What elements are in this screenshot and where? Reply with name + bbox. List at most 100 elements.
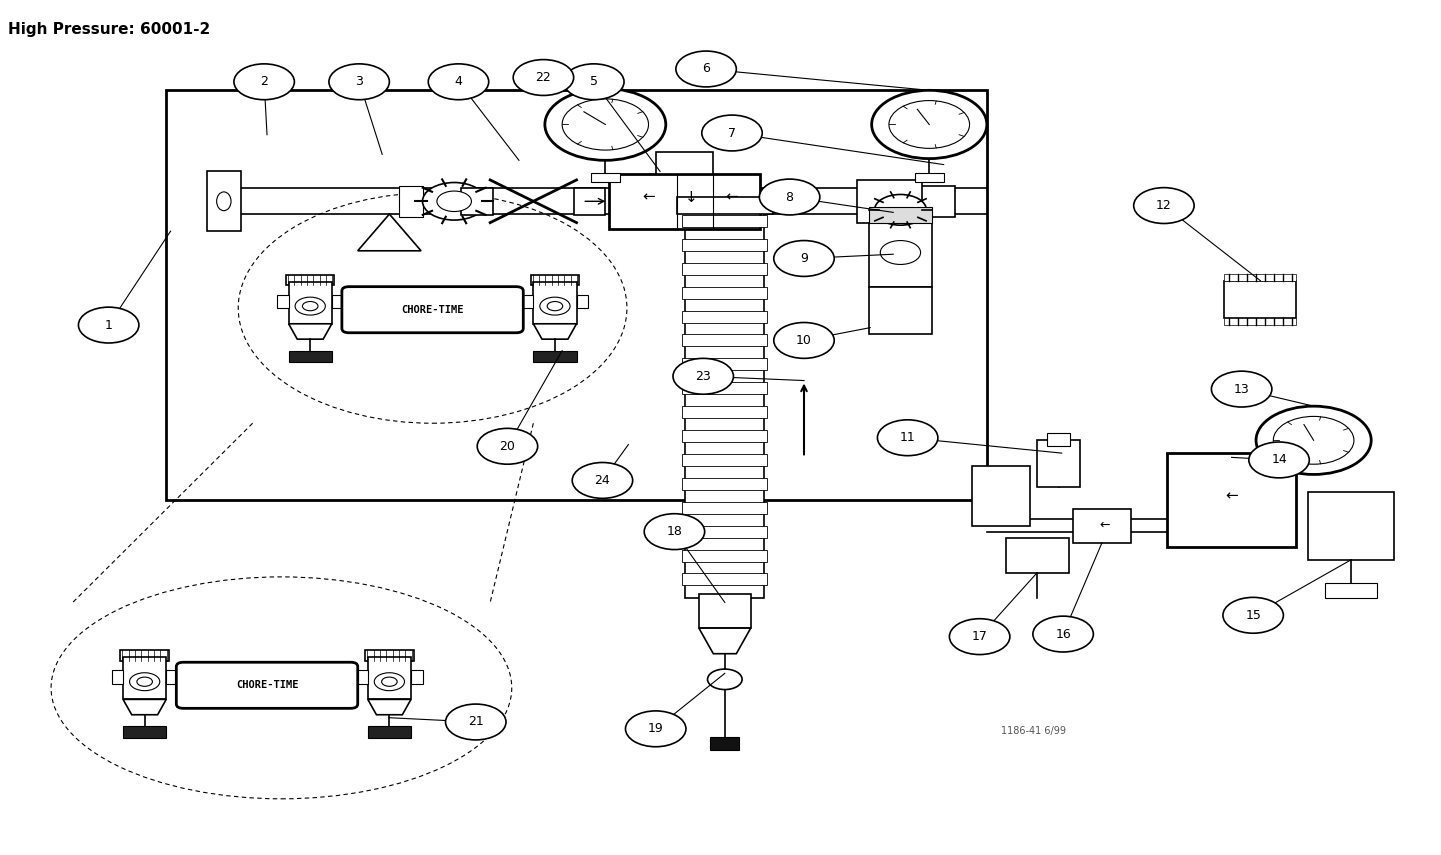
- FancyBboxPatch shape: [574, 187, 605, 215]
- Text: 3: 3: [356, 75, 363, 88]
- Circle shape: [875, 194, 927, 225]
- Circle shape: [295, 298, 326, 315]
- FancyBboxPatch shape: [461, 187, 493, 215]
- Text: 21: 21: [468, 716, 484, 728]
- FancyBboxPatch shape: [973, 466, 1030, 526]
- Text: 2: 2: [261, 75, 268, 88]
- Text: ▶: ▶: [781, 190, 791, 204]
- FancyBboxPatch shape: [683, 310, 767, 322]
- FancyBboxPatch shape: [683, 574, 767, 586]
- FancyBboxPatch shape: [686, 209, 764, 598]
- FancyBboxPatch shape: [683, 215, 767, 227]
- Circle shape: [137, 677, 153, 687]
- Circle shape: [130, 673, 160, 691]
- FancyBboxPatch shape: [683, 430, 767, 442]
- FancyBboxPatch shape: [912, 186, 955, 216]
- FancyBboxPatch shape: [356, 670, 367, 684]
- Text: 14: 14: [1271, 453, 1287, 467]
- Circle shape: [872, 91, 987, 159]
- Circle shape: [625, 711, 686, 746]
- Polygon shape: [288, 324, 331, 339]
- FancyBboxPatch shape: [683, 478, 767, 490]
- FancyBboxPatch shape: [111, 670, 122, 684]
- FancyBboxPatch shape: [1225, 318, 1297, 325]
- FancyBboxPatch shape: [683, 502, 767, 514]
- Text: High Pressure: 60001-2: High Pressure: 60001-2: [7, 22, 210, 37]
- FancyBboxPatch shape: [122, 657, 166, 699]
- Circle shape: [375, 673, 405, 691]
- FancyBboxPatch shape: [683, 358, 767, 370]
- Text: CHORE-TIME: CHORE-TIME: [402, 304, 464, 315]
- Circle shape: [702, 115, 762, 151]
- Circle shape: [303, 302, 318, 310]
- FancyBboxPatch shape: [656, 152, 713, 174]
- Text: 1186-41 6/99: 1186-41 6/99: [1001, 726, 1066, 735]
- FancyBboxPatch shape: [365, 650, 414, 661]
- Circle shape: [513, 60, 574, 96]
- Text: ←: ←: [1225, 488, 1238, 504]
- Circle shape: [673, 358, 733, 394]
- FancyBboxPatch shape: [367, 726, 411, 738]
- Circle shape: [1257, 406, 1372, 475]
- Circle shape: [422, 182, 486, 220]
- FancyBboxPatch shape: [1326, 583, 1378, 598]
- Polygon shape: [367, 699, 411, 715]
- Text: 15: 15: [1245, 609, 1261, 622]
- Text: ←: ←: [643, 190, 654, 204]
- Circle shape: [1274, 416, 1355, 464]
- Text: ←: ←: [726, 190, 738, 204]
- FancyBboxPatch shape: [1225, 274, 1297, 280]
- FancyBboxPatch shape: [411, 670, 422, 684]
- Circle shape: [708, 669, 742, 690]
- Circle shape: [880, 240, 921, 264]
- Polygon shape: [699, 628, 751, 654]
- Circle shape: [1134, 187, 1195, 223]
- Circle shape: [1212, 371, 1272, 407]
- Text: 22: 22: [536, 71, 552, 84]
- FancyBboxPatch shape: [1167, 453, 1297, 547]
- Circle shape: [545, 89, 666, 161]
- FancyBboxPatch shape: [522, 295, 533, 309]
- Text: 23: 23: [696, 369, 710, 383]
- FancyBboxPatch shape: [683, 382, 767, 394]
- Text: 24: 24: [595, 474, 611, 487]
- Circle shape: [540, 298, 571, 315]
- FancyBboxPatch shape: [857, 180, 922, 222]
- FancyBboxPatch shape: [710, 736, 739, 750]
- FancyBboxPatch shape: [683, 454, 767, 466]
- FancyBboxPatch shape: [342, 286, 523, 333]
- FancyBboxPatch shape: [576, 295, 588, 309]
- Circle shape: [572, 463, 633, 498]
- FancyBboxPatch shape: [1006, 539, 1069, 573]
- Circle shape: [233, 64, 294, 100]
- Text: 11: 11: [899, 431, 915, 445]
- Circle shape: [78, 307, 138, 343]
- FancyBboxPatch shape: [683, 526, 767, 538]
- Circle shape: [1033, 616, 1094, 652]
- FancyBboxPatch shape: [367, 657, 411, 699]
- FancyBboxPatch shape: [530, 274, 579, 286]
- FancyBboxPatch shape: [683, 286, 767, 298]
- Text: 8: 8: [785, 191, 794, 203]
- FancyBboxPatch shape: [869, 286, 932, 333]
- Circle shape: [676, 51, 736, 87]
- FancyBboxPatch shape: [1038, 440, 1081, 487]
- FancyBboxPatch shape: [176, 663, 357, 708]
- Text: 16: 16: [1055, 628, 1071, 640]
- Text: 19: 19: [648, 722, 664, 735]
- FancyBboxPatch shape: [683, 239, 767, 251]
- Circle shape: [445, 704, 506, 740]
- FancyBboxPatch shape: [166, 670, 177, 684]
- Circle shape: [644, 514, 705, 550]
- Text: ↓: ↓: [686, 190, 697, 204]
- Circle shape: [759, 179, 820, 215]
- FancyBboxPatch shape: [331, 295, 343, 309]
- Circle shape: [878, 420, 938, 456]
- Text: 12: 12: [1156, 199, 1172, 212]
- Text: 10: 10: [795, 334, 811, 347]
- FancyBboxPatch shape: [1074, 509, 1131, 543]
- FancyBboxPatch shape: [121, 650, 169, 661]
- FancyBboxPatch shape: [869, 222, 932, 286]
- FancyBboxPatch shape: [1048, 433, 1071, 446]
- Circle shape: [1223, 598, 1284, 634]
